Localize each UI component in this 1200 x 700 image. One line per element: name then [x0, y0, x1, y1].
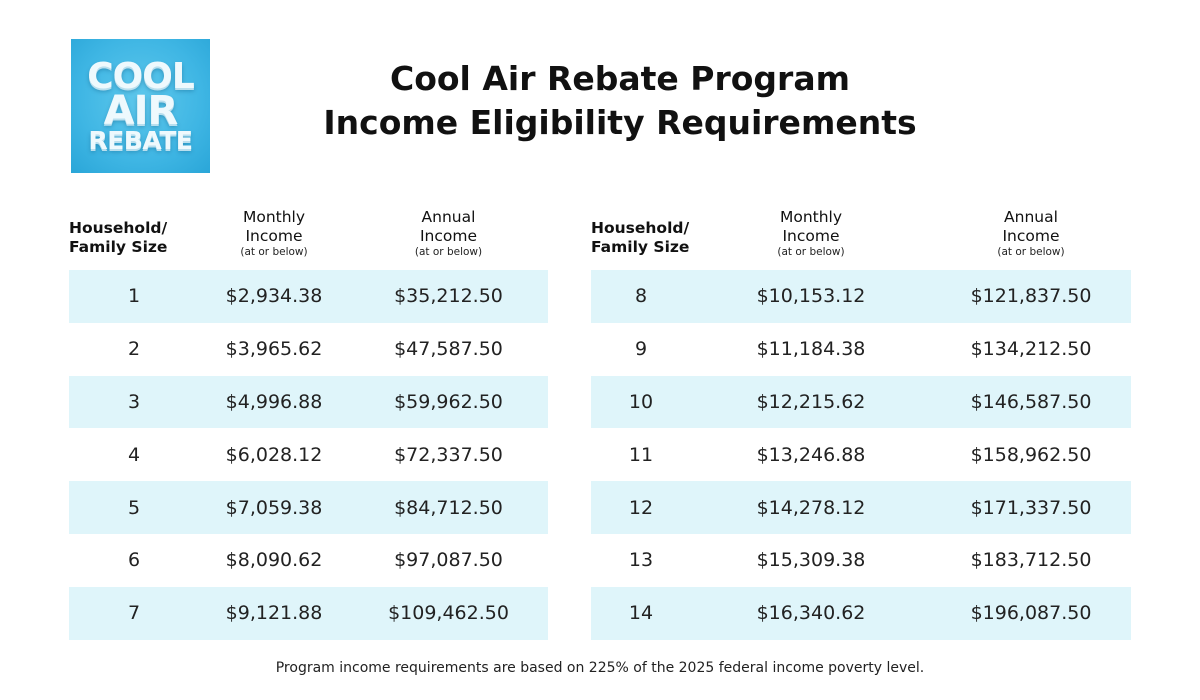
eligibility-table-right: Household/ Family Size Monthly Income (a…: [591, 196, 1131, 640]
poverty-level-footnote: Program income requirements are based on…: [275, 660, 925, 676]
header-monthly-line2: Income: [782, 227, 840, 245]
header-monthly-income: Monthly Income (at or below): [199, 196, 349, 270]
cell-household-size: 6: [127, 549, 141, 572]
table-row: 5 $7,059.38 $84,712.50: [69, 481, 548, 534]
cell-annual-income: $134,212.50: [970, 338, 1092, 361]
header-annual-line1: Annual: [421, 208, 476, 226]
table-row: 11 $13,246.88 $158,962.50: [591, 428, 1131, 481]
header-household-line2: Family Size: [591, 238, 690, 256]
cell-annual-income: $35,212.50: [349, 270, 548, 323]
header-monthly-qualifier: (at or below): [240, 246, 308, 258]
cell-monthly-income: $2,934.38: [199, 270, 349, 323]
header-household-size: Household/ Family Size: [69, 196, 199, 270]
cell-monthly-income: $15,309.38: [756, 549, 866, 572]
header-annual-income: Annual Income (at or below): [931, 196, 1131, 270]
table-row: 6 $8,090.62 $97,087.50: [69, 534, 548, 587]
cell-annual-income: $158,962.50: [970, 443, 1092, 466]
cell-annual-income: $183,712.50: [970, 549, 1092, 572]
header-monthly-income: Monthly Income (at or below): [691, 196, 931, 270]
cell-monthly-income: $13,246.88: [756, 443, 866, 466]
cell-annual-income: $171,337.50: [931, 481, 1131, 534]
cell-household-size: 2: [127, 338, 141, 361]
cell-monthly-income: $7,059.38: [199, 481, 349, 534]
table-row: 12 $14,278.12 $171,337.50: [591, 481, 1131, 534]
cell-household-size: 13: [628, 549, 654, 572]
cell-monthly-income: $6,028.12: [225, 443, 323, 466]
header-annual-qualifier: (at or below): [997, 246, 1065, 258]
page-title-line2: Income Eligibility Requirements: [323, 103, 917, 142]
header-monthly-line1: Monthly: [242, 208, 306, 226]
header-monthly-line1: Monthly: [779, 208, 843, 226]
cell-household-size: 7: [69, 586, 199, 640]
table-row: 13 $15,309.38 $183,712.50: [591, 534, 1131, 587]
cell-household-size: 3: [69, 375, 199, 429]
cell-household-size: 4: [127, 443, 141, 466]
logo-line-rebate: REBATE: [88, 126, 193, 156]
table-row: 2 $3,965.62 $47,587.50: [69, 323, 548, 376]
table-header-row: Household/ Family Size Monthly Income (a…: [591, 196, 1131, 270]
table-row: 4 $6,028.12 $72,337.50: [69, 428, 548, 481]
table-header-row: Household/ Family Size Monthly Income (a…: [69, 196, 548, 270]
cell-monthly-income: $16,340.62: [691, 586, 931, 640]
cell-household-size: 10: [591, 375, 691, 429]
cell-household-size: 8: [591, 270, 691, 323]
table-row: 14 $16,340.62 $196,087.50: [591, 586, 1131, 640]
cell-monthly-income: $10,153.12: [691, 270, 931, 323]
header-household-line1: Household/: [69, 219, 168, 237]
cell-household-size: 1: [69, 270, 199, 323]
cell-monthly-income: $9,121.88: [199, 586, 349, 640]
cell-annual-income: $84,712.50: [349, 481, 548, 534]
cell-monthly-income: $4,996.88: [199, 375, 349, 429]
cool-air-rebate-logo: COOL AIR REBATE: [71, 39, 210, 173]
header-annual-income: Annual Income (at or below): [349, 196, 548, 270]
table-row: 10 $12,215.62 $146,587.50: [591, 375, 1131, 429]
header-annual-line2: Income: [419, 227, 478, 245]
header-annual-line2: Income: [1002, 227, 1060, 245]
cell-household-size: 9: [634, 338, 648, 361]
cell-annual-income: $196,087.50: [931, 586, 1131, 640]
logo-line-cool: COOL: [87, 55, 195, 97]
cell-household-size: 14: [591, 586, 691, 640]
cell-monthly-income: $3,965.62: [225, 338, 323, 361]
cell-monthly-income: $14,278.12: [691, 481, 931, 534]
cell-household-size: 12: [591, 481, 691, 534]
page-title-line1: Cool Air Rebate Program: [390, 59, 850, 98]
cell-annual-income: $97,087.50: [394, 549, 503, 572]
cell-monthly-income: $11,184.38: [756, 338, 866, 361]
cell-annual-income: $72,337.50: [394, 443, 503, 466]
cell-annual-income: $109,462.50: [349, 586, 548, 640]
header-household-size: Household/ Family Size: [591, 196, 691, 270]
cell-annual-income: $59,962.50: [349, 375, 548, 429]
cell-monthly-income: $8,090.62: [225, 549, 323, 572]
table-row: 7 $9,121.88 $109,462.50: [69, 586, 548, 640]
table-row: 8 $10,153.12 $121,837.50: [591, 270, 1131, 323]
page-title: Cool Air Rebate Program Income Eligibili…: [240, 57, 1000, 145]
cell-annual-income: $121,837.50: [931, 270, 1131, 323]
cell-monthly-income: $12,215.62: [691, 375, 931, 429]
header-annual-line1: Annual: [1004, 208, 1058, 226]
cell-household-size: 5: [69, 481, 199, 534]
cell-annual-income: $47,587.50: [394, 338, 503, 361]
table-row: 3 $4,996.88 $59,962.50: [69, 375, 548, 429]
header-annual-qualifier: (at or below): [414, 246, 483, 258]
table-row: 9 $11,184.38 $134,212.50: [591, 323, 1131, 376]
header-monthly-line2: Income: [245, 227, 303, 245]
table-row: 1 $2,934.38 $35,212.50: [69, 270, 548, 323]
logo-line-air: AIR: [103, 87, 179, 134]
header-household-line2: Family Size: [69, 238, 168, 256]
header-household-line1: Household/: [591, 219, 690, 237]
cell-annual-income: $146,587.50: [931, 375, 1131, 429]
cell-household-size: 11: [628, 443, 654, 466]
header-monthly-qualifier: (at or below): [777, 246, 845, 258]
eligibility-table-left: Household/ Family Size Monthly Income (a…: [69, 196, 548, 640]
